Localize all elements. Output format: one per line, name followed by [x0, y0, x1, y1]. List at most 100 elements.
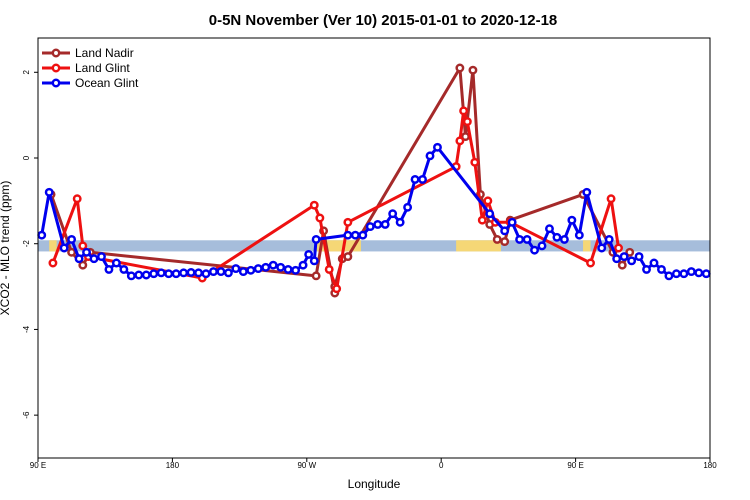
- data-point: [664, 271, 674, 281]
- legend-swatch-marker: [51, 63, 61, 73]
- data-point: [209, 267, 218, 277]
- data-point: [492, 234, 502, 244]
- data-point: [78, 260, 88, 270]
- data-point: [433, 142, 442, 152]
- data-point: [612, 254, 622, 264]
- series-layer: [37, 63, 711, 298]
- plot-frame: [37, 37, 711, 459]
- data-point: [462, 117, 472, 127]
- data-point: [186, 267, 196, 277]
- data-point: [48, 258, 58, 268]
- legend-item-ocean-glint: Ocean Glint: [42, 76, 139, 90]
- data-point: [89, 254, 99, 264]
- data-point: [671, 269, 681, 279]
- y-axis-label: XCO2 - MLO trend (ppm): [0, 181, 12, 316]
- data-point: [119, 264, 129, 274]
- data-point: [403, 202, 413, 212]
- data-point: [216, 267, 226, 277]
- data-point: [483, 196, 493, 206]
- data-point: [72, 194, 82, 204]
- data-point: [315, 213, 325, 223]
- data-point: [332, 284, 342, 294]
- data-point: [231, 264, 241, 274]
- x-tick-label: 90 E: [30, 461, 46, 470]
- data-point: [141, 270, 151, 280]
- data-point: [459, 106, 469, 116]
- x-tick-label: 0: [439, 461, 444, 470]
- data-point: [238, 267, 248, 277]
- data-point: [679, 269, 689, 279]
- series-ocean-glint: [37, 142, 711, 281]
- data-point: [625, 247, 635, 257]
- data-point: [311, 234, 321, 244]
- data-point: [111, 258, 121, 268]
- data-point: [642, 264, 651, 274]
- data-point: [246, 265, 256, 275]
- x-tick-label: 90 E: [567, 461, 583, 470]
- data-point: [425, 151, 435, 161]
- data-point: [74, 254, 84, 264]
- legend-swatch-marker: [51, 48, 61, 58]
- y-tick-label: -6: [22, 411, 31, 419]
- data-point: [309, 256, 319, 266]
- data-point: [455, 136, 465, 146]
- x-tick-label: 180: [703, 461, 717, 470]
- data-point: [694, 268, 704, 278]
- band-highlight-3: [583, 240, 591, 252]
- band-highlight-1: [316, 240, 361, 252]
- data-point: [223, 268, 233, 278]
- data-point: [283, 264, 293, 274]
- data-point: [657, 264, 666, 274]
- band-highlight-2: [456, 240, 501, 252]
- data-point: [343, 252, 353, 262]
- data-point: [291, 265, 301, 275]
- data-point: [537, 241, 547, 251]
- data-point: [552, 232, 562, 242]
- data-point: [388, 209, 398, 219]
- data-point: [261, 262, 271, 272]
- data-point: [634, 252, 644, 262]
- data-point: [164, 269, 174, 279]
- data-point: [44, 187, 54, 197]
- data-point: [324, 264, 334, 274]
- data-point: [559, 234, 569, 244]
- data-point: [507, 217, 517, 227]
- data-point: [567, 215, 577, 225]
- data-point: [477, 215, 487, 225]
- data-point: [606, 194, 616, 204]
- data-point: [134, 270, 144, 280]
- data-point: [574, 230, 584, 240]
- data-point: [455, 63, 465, 73]
- data-point: [586, 258, 595, 268]
- y-tick-label: -2: [22, 240, 31, 248]
- data-point: [201, 269, 211, 279]
- data-point: [59, 243, 69, 253]
- data-point: [418, 174, 427, 184]
- legend-swatch-marker: [51, 78, 61, 88]
- data-point: [410, 174, 420, 184]
- data-point: [298, 260, 308, 270]
- data-point: [686, 267, 696, 277]
- x-axis: 90 E 180 90 W 0 90 E 180: [30, 458, 717, 470]
- data-point: [149, 269, 159, 279]
- data-point: [627, 256, 637, 266]
- data-point: [276, 262, 286, 272]
- data-point: [97, 252, 106, 262]
- legend-item-land-nadir: Land Nadir: [42, 46, 134, 60]
- data-point: [373, 219, 383, 229]
- data-point: [470, 157, 480, 167]
- data-point: [515, 234, 525, 244]
- chart-title: 0-5N November (Ver 10) 2015-01-01 to 202…: [209, 12, 558, 29]
- data-point: [67, 234, 77, 244]
- data-point: [358, 230, 368, 240]
- data-point: [545, 224, 554, 234]
- data-point: [582, 187, 592, 197]
- data-point: [500, 237, 510, 247]
- data-point: [309, 200, 319, 210]
- y-axis: 2 0 -2 -4 -6: [22, 70, 38, 419]
- data-point: [649, 258, 659, 268]
- x-axis-label: Longitude: [348, 477, 401, 491]
- data-point: [604, 234, 614, 244]
